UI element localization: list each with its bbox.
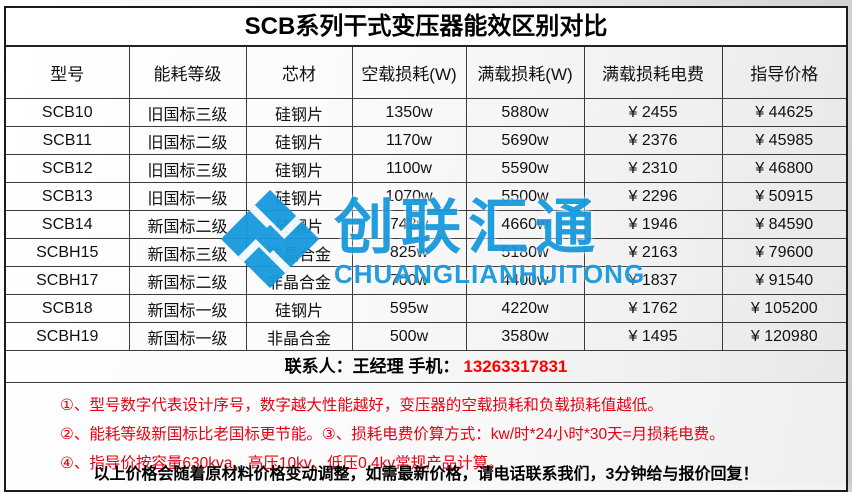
table-cell: ¥ 44625 [721, 98, 846, 127]
note-line-1: ①、型号数字代表设计序号，数字越大性能越好，变压器的空载损耗和负载损耗值越低。 [60, 397, 663, 414]
table-cell: 新国标一级 [128, 294, 247, 323]
table-cell: 硅钢片 [245, 210, 353, 239]
table-cell: 5500w [465, 182, 585, 211]
table-cell: ¥ 46800 [721, 154, 846, 183]
table-cell: 非晶合金 [245, 266, 353, 295]
table-cell: 非晶合金 [245, 238, 353, 267]
footer-notice: 以上价格会随着原材料价格变动调整，如需最新价格，请电话联系我们，3分钟给与报价回… [93, 466, 759, 483]
table-cell: SCB18 [6, 294, 130, 323]
table-cell: ¥ 1495 [583, 322, 723, 350]
table-cell: ¥ 2163 [583, 238, 723, 267]
header-cell: 芯材 [245, 47, 353, 99]
table-cell: ¥ 105200 [721, 294, 846, 323]
table-row: SCBH15 新国标三级 非晶合金 825w 5180w ¥ 2163 ¥ 79600 [6, 238, 846, 267]
table-cell: ¥ 2310 [583, 154, 723, 183]
table-cell: 700w [351, 266, 467, 295]
table-row: SCB12 旧国标三级 硅钢片 1100w 5590w ¥ 2310 ¥ 46800 [6, 154, 846, 183]
table-cell: 旧国标一级 [128, 182, 247, 211]
contact-phone: 13263317831 [463, 357, 568, 376]
table-cell: 旧国标三级 [128, 154, 247, 183]
table-cell: 旧国标二级 [128, 126, 247, 155]
table-cell: SCBH15 [6, 238, 130, 267]
table-row: SCB13 旧国标一级 硅钢片 1070w 5500w ¥ 2296 ¥ 50915 [6, 182, 846, 211]
header-row: 型号 能耗等级 芯材 空载损耗(W) 满载损耗(W) 满载损耗电费 指导价格 [6, 47, 846, 99]
table-row: SCB18 新国标一级 硅钢片 595w 4220w ¥ 1762 ¥ 105200 [6, 294, 846, 323]
table-cell: ¥ 79600 [721, 238, 846, 267]
note-line-2: ②、能耗等级新国标比老国标更节能。③、损耗电费价算方式：kw/时*24小时*30… [60, 426, 725, 443]
note-line-3: ④、指导价按容量630kva、高压10kv、低压0.4kv常规产品计算。 [60, 455, 504, 472]
table-cell: 旧国标三级 [128, 98, 247, 127]
table-cell: 1350w [351, 98, 467, 127]
price-sheet: SCB系列干式变压器能效区别对比 型号 能耗等级 芯材 空载损耗(W) 满载损耗(W) 满… [4, 6, 848, 492]
table-cell: SCBH19 [6, 322, 130, 350]
table-cell: 新国标二级 [128, 210, 247, 239]
table-row: SCB14 新国标二级 硅钢片 742w 4660w ¥ 1946 ¥ 84590 [6, 210, 846, 239]
table-cell: ¥ 120980 [721, 322, 846, 350]
contact-label: 联系人：王经理 手机： [284, 357, 460, 376]
table-row: SCB11 旧国标二级 硅钢片 1170w 5690w ¥ 2376 ¥ 45985 [6, 126, 846, 155]
table-cell: 500w [351, 322, 467, 350]
table-cell: 新国标一级 [128, 322, 247, 350]
table-row: SCBH19 新国标一级 非晶合金 500w 3580w ¥ 1495 ¥ 120980 [6, 322, 846, 350]
table-cell: 5880w [465, 98, 585, 127]
table-cell: ¥ 2296 [583, 182, 723, 211]
header-cell: 空载损耗(W) [351, 47, 467, 99]
table-cell: ¥ 1762 [583, 294, 723, 323]
table-cell: ¥ 50915 [721, 182, 846, 211]
table-cell: 1100w [351, 154, 467, 183]
table-cell: SCB11 [6, 126, 130, 155]
table-cell: 5180w [465, 238, 585, 267]
table-cell: ¥ 2376 [583, 126, 723, 155]
table-cell: 1170w [351, 126, 467, 155]
table-cell: 硅钢片 [245, 126, 353, 155]
table-cell: 4660w [465, 210, 585, 239]
contact-row: 联系人：王经理 手机： 13263317831 [6, 350, 846, 382]
table-cell: 5590w [465, 154, 585, 183]
table-cell: SCB14 [6, 210, 130, 239]
table-cell: ¥ 45985 [721, 126, 846, 155]
table-cell: 825w [351, 238, 467, 267]
table-cell: ¥ 1946 [583, 210, 723, 239]
table-cell: ¥ 2455 [583, 98, 723, 127]
table-cell: ¥ 84590 [721, 210, 846, 239]
table-cell: 硅钢片 [245, 182, 353, 211]
table-cell: 硅钢片 [245, 98, 353, 127]
header-cell: 指导价格 [721, 47, 846, 99]
table-cell: SCBH17 [6, 266, 130, 295]
page-title: SCB系列干式变压器能效区别对比 [6, 8, 846, 47]
notes-section: ①、型号数字代表设计序号，数字越大性能越好，变压器的空载损耗和负载损耗值越低。 … [6, 382, 846, 490]
table-cell: ¥ 91540 [721, 266, 846, 295]
header-cell: 能耗等级 [128, 47, 247, 99]
table-cell: 5690w [465, 126, 585, 155]
table-row: SCBH17 新国标二级 非晶合金 700w 4400w ¥ 1837 ¥ 91540 [6, 266, 846, 295]
table-cell: 3580w [465, 322, 585, 350]
table-cell: 4220w [465, 294, 585, 323]
table-cell: 742w [351, 210, 467, 239]
table-cell: 硅钢片 [245, 154, 353, 183]
table-cell: SCB13 [6, 182, 130, 211]
table-cell: ¥ 1837 [583, 266, 723, 295]
table-cell: SCB10 [6, 98, 130, 127]
table-cell: 595w [351, 294, 467, 323]
table-cell: 4400w [465, 266, 585, 295]
comparison-table: 型号 能耗等级 芯材 空载损耗(W) 满载损耗(W) 满载损耗电费 指导价格 SCB10 旧国… [6, 47, 846, 350]
table-cell: 新国标二级 [128, 266, 247, 295]
header-cell: 满载损耗电费 [583, 47, 723, 99]
table-cell: 1070w [351, 182, 467, 211]
header-cell: 型号 [6, 47, 130, 99]
table-cell: 非晶合金 [245, 322, 353, 350]
header-cell: 满载损耗(W) [465, 47, 585, 99]
table-cell: 新国标三级 [128, 238, 247, 267]
table-row: SCB10 旧国标三级 硅钢片 1350w 5880w ¥ 2455 ¥ 44625 [6, 98, 846, 127]
table-cell: 硅钢片 [245, 294, 353, 323]
table-cell: SCB12 [6, 154, 130, 183]
table-body: SCB10 旧国标三级 硅钢片 1350w 5880w ¥ 2455 ¥ 44625 SCB1… [6, 98, 846, 350]
